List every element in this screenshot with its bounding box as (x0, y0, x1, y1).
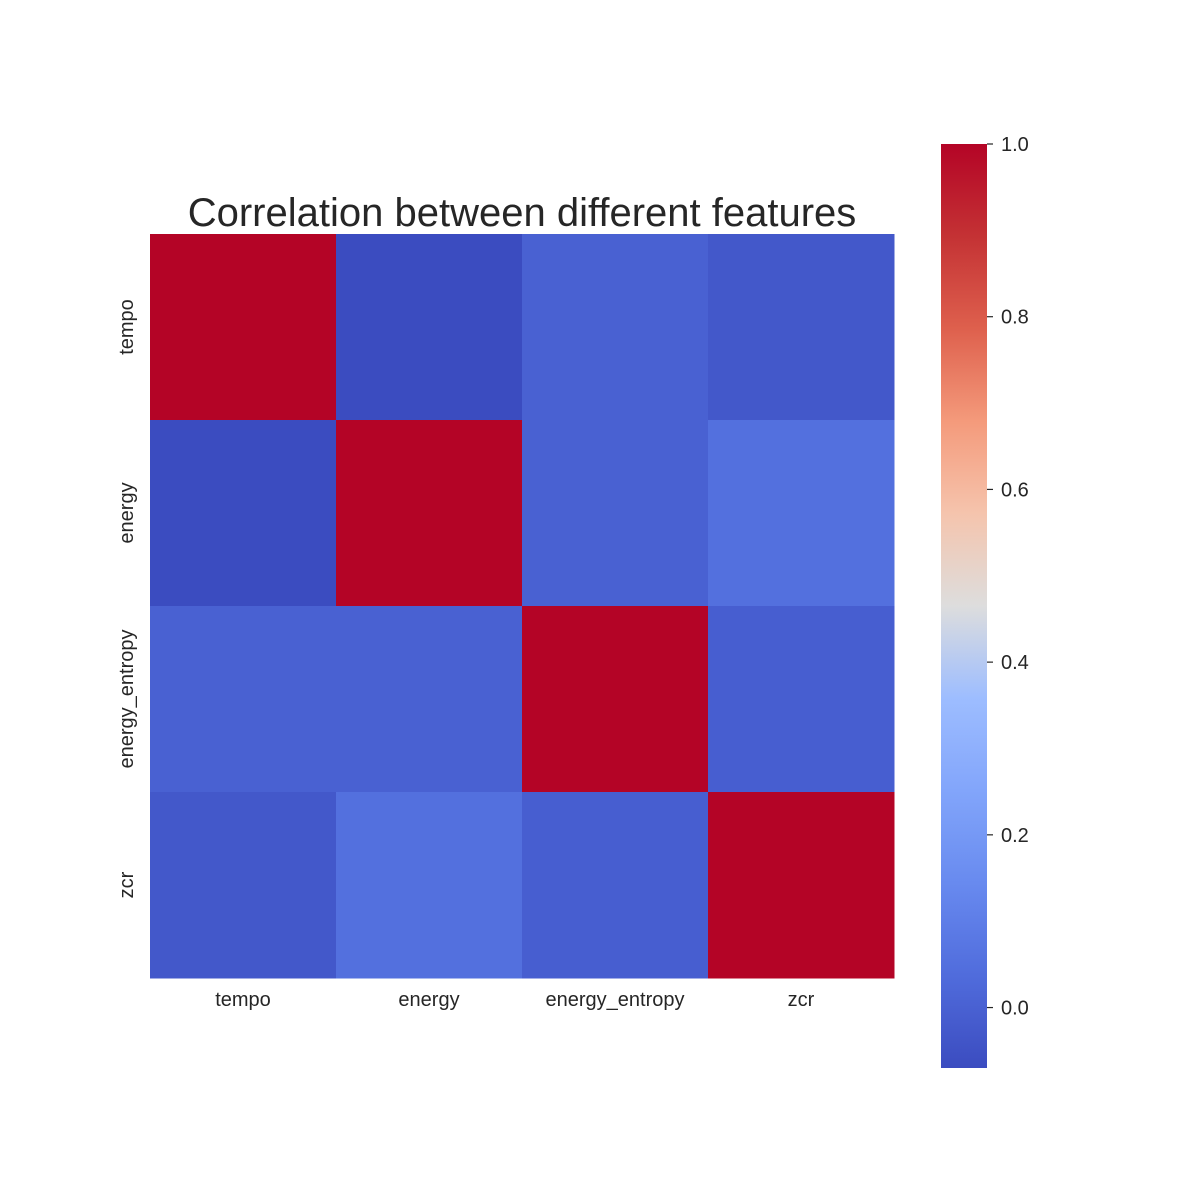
heatmap-cell-tempo-energy (336, 234, 523, 421)
heatmap-cell-energy_entropy-energy (336, 606, 523, 793)
heatmap-cell-zcr-tempo (150, 792, 337, 979)
heatmap-cell-energy_entropy-tempo (150, 606, 337, 793)
y-tick-label-zcr: zcr (116, 871, 138, 898)
heatmap-cell-tempo-energy_entropy (522, 234, 709, 421)
chart-title: Correlation between different features (188, 191, 857, 235)
heatmap-cell-zcr-energy (336, 792, 523, 979)
heatmap-cell-energy_entropy-energy_entropy (522, 606, 709, 793)
colorbar-tick-label: 1.0 (1001, 134, 1029, 156)
heatmap-cell-tempo-tempo (150, 234, 337, 421)
x-tick-label-zcr: zcr (788, 989, 815, 1011)
colorbar (941, 144, 987, 1068)
colorbar-ticks: 0.0 0.2 0.4 0.6 0.8 1.0 (987, 134, 1029, 1020)
x-tick-label-tempo: tempo (215, 989, 271, 1011)
x-tick-label-energy_entropy: energy_entropy (546, 989, 685, 1011)
y-tick-label-tempo: tempo (116, 299, 138, 355)
y-tick-label-energy_entropy: energy_entropy (116, 630, 138, 769)
x-tick-label-energy: energy (398, 989, 459, 1011)
x-axis-tick-labels: tempo energy energy_entropy zcr (215, 989, 814, 1011)
colorbar-tick-label: 0.6 (1001, 479, 1029, 501)
heatmap-cells (150, 234, 895, 979)
heatmap-cell-tempo-zcr (708, 234, 895, 421)
heatmap-cell-energy-tempo (150, 420, 337, 607)
heatmap-cell-energy-zcr (708, 420, 895, 607)
heatmap-cell-energy-energy (336, 420, 523, 607)
colorbar-tick-label: 0.0 (1001, 998, 1029, 1020)
heatmap-cell-zcr-zcr (708, 792, 895, 979)
heatmap-cell-energy-energy_entropy (522, 420, 709, 607)
y-tick-label-energy: energy (116, 482, 138, 543)
heatmap-cell-energy_entropy-zcr (708, 606, 895, 793)
heatmap-cell-zcr-energy_entropy (522, 792, 709, 979)
colorbar-tick-label: 0.4 (1001, 652, 1029, 674)
colorbar-tick-label: 0.2 (1001, 825, 1029, 847)
colorbar-tick-label: 0.8 (1001, 307, 1029, 329)
